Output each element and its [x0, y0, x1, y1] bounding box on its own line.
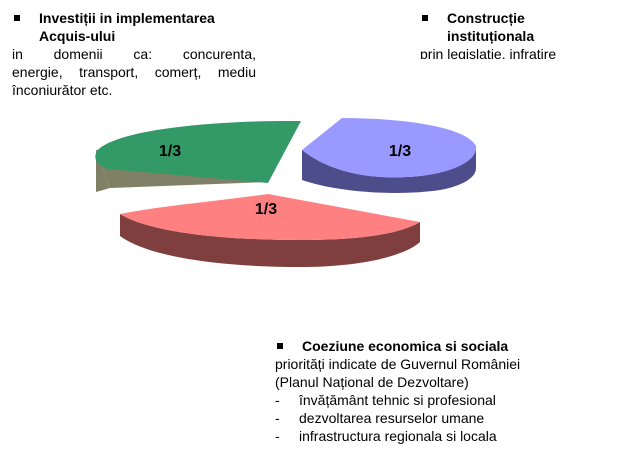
institutional-heading-line1: Construcție — [447, 10, 525, 26]
investments-heading-line2: Acquis-ului — [39, 28, 116, 44]
cohesion-body-line1: priorități indicate de Guvernul României — [275, 356, 521, 372]
pie-slice-top — [302, 118, 477, 178]
cohesion-item: - învățământ tehnic si profesional — [275, 391, 575, 409]
slice-label-cohesion: 1/3 — [255, 201, 277, 218]
investments-body-line3: înconiurător etc. — [12, 82, 113, 98]
cohesion-item-text: dezvoltarea resurselor umane — [299, 410, 485, 426]
cohesion-item-text: infrastructura regionala si locala — [299, 428, 497, 444]
cohesion-heading-text: Coeziune economica si sociala — [302, 338, 509, 354]
cohesion-block: Coeziune economica si sociala priorități… — [275, 337, 575, 445]
pie-slice-investments — [95, 120, 302, 192]
slice-label-investments: 1/3 — [159, 143, 181, 160]
bullet-icon — [277, 343, 283, 349]
dash-icon: - — [275, 428, 280, 444]
institutional-heading: Construcție instituționala — [420, 9, 610, 45]
institutional-block: Construcție instituționala prin legislat… — [420, 9, 610, 59]
dash-icon: - — [275, 410, 280, 426]
investments-body-line1: in domenii ca: concurenta, — [12, 46, 256, 62]
slice-label-institutional: 1/3 — [389, 143, 411, 160]
investments-heading: Investiții in implementarea Acquis-ului — [12, 9, 256, 45]
pie-slice-top — [95, 120, 302, 183]
pie-slice-side — [120, 214, 420, 267]
investments-body-line2: energie, transport, comerț, mediu — [12, 64, 256, 80]
institutional-body-line1: prin legislatie, infratire — [420, 46, 557, 59]
pie-slice-institutional — [302, 118, 477, 193]
investments-heading-line1: Investiții in implementarea — [39, 10, 215, 26]
pie-slice-side — [302, 146, 476, 193]
cohesion-heading: Coeziune economica si sociala — [275, 337, 575, 355]
bullet-icon — [14, 15, 20, 21]
cohesion-item: - dezvoltarea resurselor umane — [275, 409, 575, 427]
bullet-icon — [422, 15, 428, 21]
dash-icon: - — [275, 392, 280, 408]
cohesion-item-text: învățământ tehnic si profesional — [299, 392, 496, 408]
pie-slice-cohesion — [120, 194, 420, 267]
cohesion-body-line2: (Planul Național de Dezvoltare) — [275, 374, 469, 390]
cohesion-item: - infrastructura regionala si locala — [275, 427, 575, 445]
institutional-heading-line2: instituționala — [447, 28, 535, 44]
investments-block: Investiții in implementarea Acquis-ului … — [12, 9, 256, 99]
pie-slice-top — [120, 194, 420, 240]
